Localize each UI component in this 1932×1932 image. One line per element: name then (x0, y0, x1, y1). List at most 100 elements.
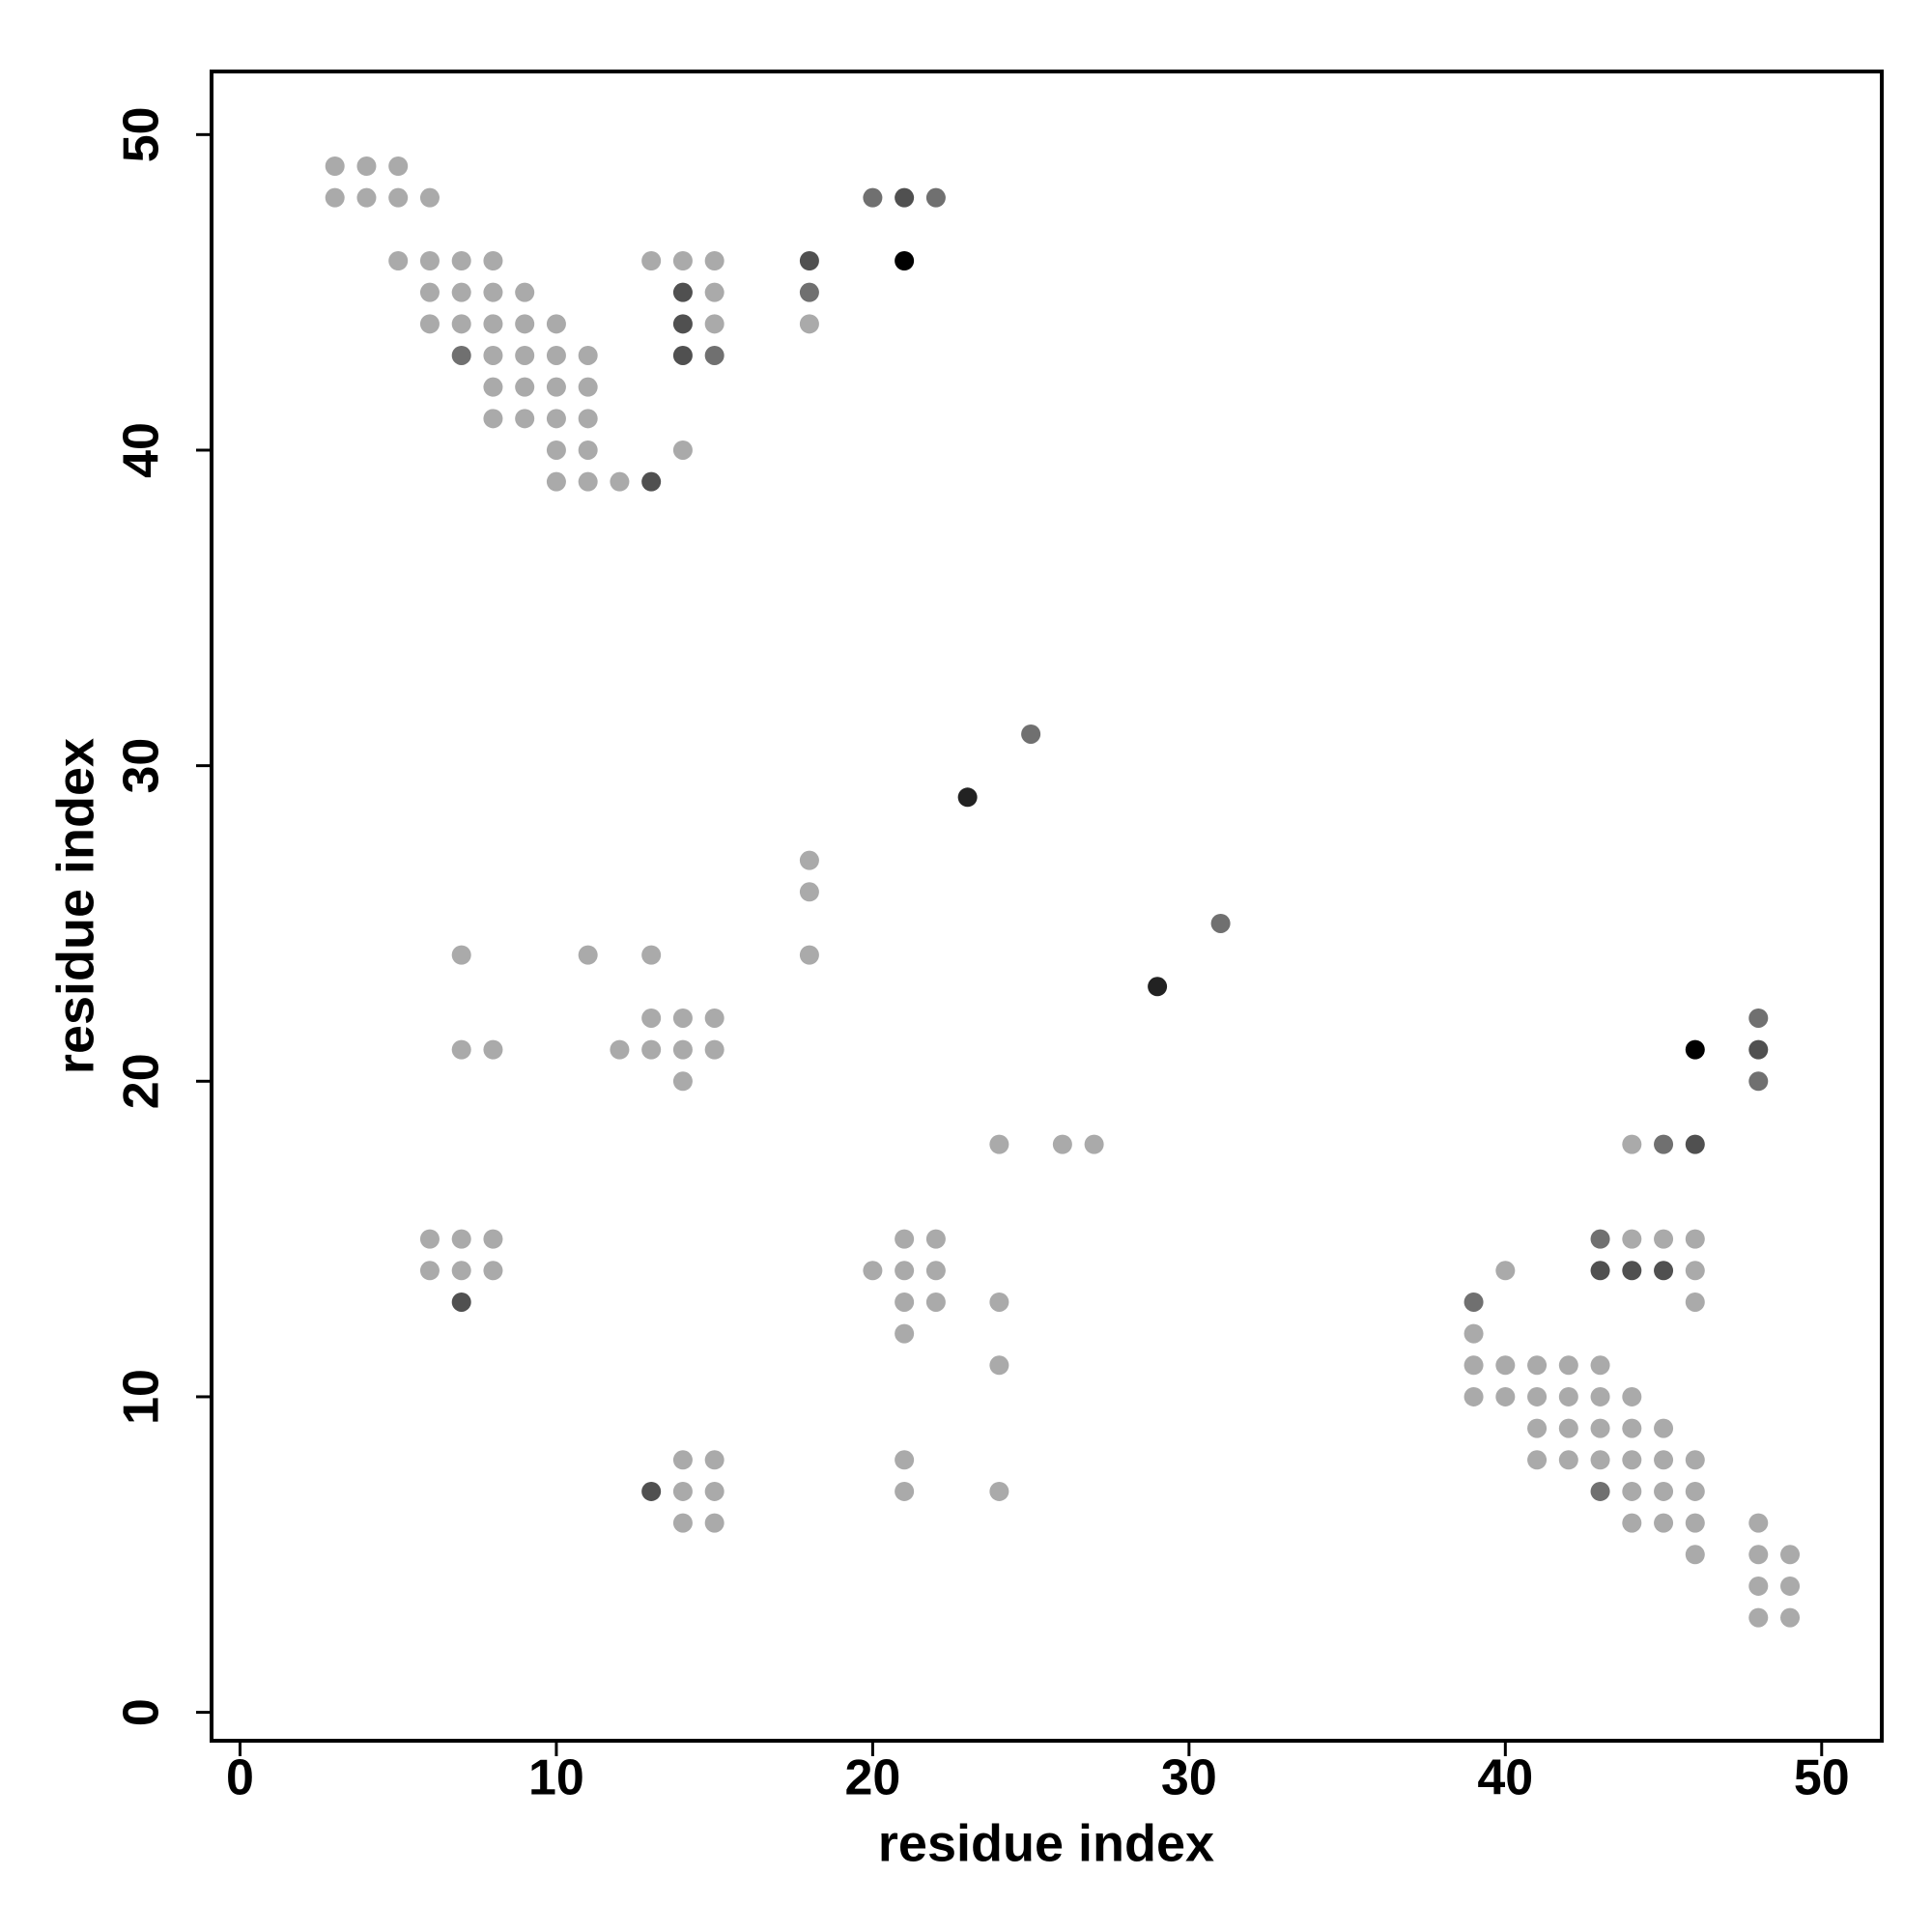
point (1622, 1134, 1642, 1154)
point (1463, 1292, 1484, 1312)
point (672, 1008, 693, 1028)
point (1654, 1450, 1674, 1470)
point (419, 314, 440, 334)
point (515, 345, 535, 365)
point (799, 882, 819, 902)
point (672, 1071, 693, 1092)
point (704, 1008, 724, 1028)
point (1558, 1418, 1578, 1438)
point (1463, 1355, 1484, 1376)
point (1685, 1292, 1705, 1312)
point (895, 1323, 915, 1344)
point (578, 471, 598, 492)
point (1021, 724, 1041, 744)
point (451, 1229, 471, 1249)
point (1622, 1418, 1642, 1438)
point (957, 787, 978, 808)
point (863, 1261, 883, 1281)
point (672, 1039, 693, 1060)
point (1527, 1450, 1548, 1470)
y-tick-label: 50 (114, 106, 170, 162)
point (704, 1481, 724, 1501)
point (641, 1008, 662, 1028)
point (515, 409, 535, 429)
point (925, 1292, 946, 1312)
point (989, 1292, 1009, 1312)
point (451, 945, 471, 965)
point (419, 1229, 440, 1249)
point (672, 1513, 693, 1533)
point (672, 282, 693, 302)
point (1685, 1261, 1705, 1281)
point (483, 1261, 503, 1281)
point (1622, 1229, 1642, 1249)
x-axis-title: residue index (878, 1814, 1214, 1872)
point (672, 314, 693, 334)
point (1084, 1134, 1104, 1154)
point (515, 282, 535, 302)
point (578, 377, 598, 397)
point (1590, 1355, 1610, 1376)
point (895, 1261, 915, 1281)
x-tick-label: 20 (844, 1750, 900, 1806)
point (546, 409, 566, 429)
point (1463, 1323, 1484, 1344)
point (546, 377, 566, 397)
point (578, 945, 598, 965)
point (1590, 1418, 1610, 1438)
x-tick-label: 40 (1477, 1750, 1533, 1806)
point (451, 1261, 471, 1281)
point (895, 250, 915, 270)
point (1685, 1513, 1705, 1533)
point (799, 314, 819, 334)
point (1622, 1481, 1642, 1501)
point (356, 156, 377, 176)
point (419, 282, 440, 302)
point (863, 187, 883, 208)
point (1780, 1607, 1801, 1628)
point (325, 156, 345, 176)
point (578, 440, 598, 460)
point (515, 377, 535, 397)
point (1654, 1229, 1674, 1249)
point (483, 314, 503, 334)
point (672, 440, 693, 460)
x-tick-label: 50 (1794, 1750, 1850, 1806)
point (704, 1039, 724, 1060)
point (704, 345, 724, 365)
point (1654, 1134, 1674, 1154)
point (1622, 1386, 1642, 1406)
point (419, 250, 440, 270)
point (1654, 1261, 1674, 1281)
point (895, 1481, 915, 1501)
point (388, 187, 409, 208)
point (483, 345, 503, 365)
point (483, 250, 503, 270)
point (1748, 1545, 1769, 1565)
point (641, 1039, 662, 1060)
point (1654, 1481, 1674, 1501)
y-tick-label: 0 (114, 1698, 170, 1726)
point (546, 440, 566, 460)
x-tick-label: 0 (226, 1750, 254, 1806)
point (1052, 1134, 1072, 1154)
point (1622, 1513, 1642, 1533)
point (419, 1261, 440, 1281)
point (1748, 1071, 1769, 1092)
point (1590, 1450, 1610, 1470)
point (1622, 1450, 1642, 1470)
point (1495, 1261, 1516, 1281)
point (1590, 1481, 1610, 1501)
point (388, 250, 409, 270)
point (356, 187, 377, 208)
point (799, 250, 819, 270)
point (1622, 1261, 1642, 1281)
point (1495, 1386, 1516, 1406)
point (1685, 1545, 1705, 1565)
point (419, 187, 440, 208)
point (388, 156, 409, 176)
y-tick-label: 20 (114, 1053, 170, 1109)
point (1148, 977, 1168, 997)
point (704, 282, 724, 302)
